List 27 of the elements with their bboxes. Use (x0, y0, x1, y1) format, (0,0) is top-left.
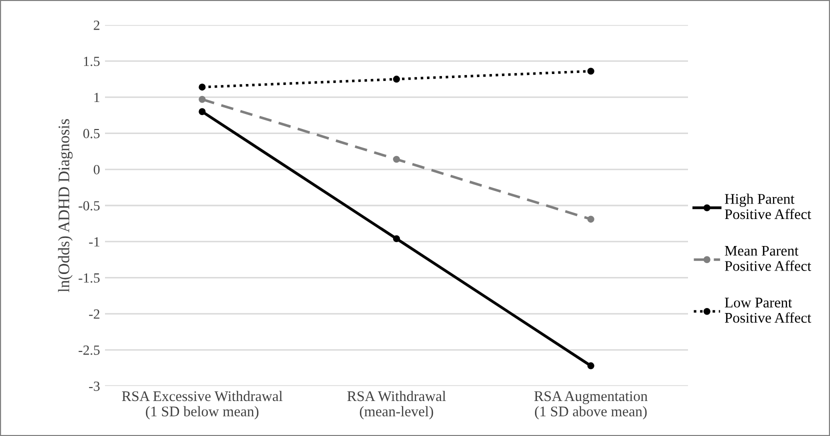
y-tick-label: 2 (94, 20, 100, 30)
y-tick-label: 1 (94, 92, 100, 102)
x-tick-label: RSA Excessive Withdrawal (1 SD below mean) (122, 390, 282, 420)
y-tick-label: -2 (89, 309, 100, 319)
point (587, 362, 594, 370)
legend-label: High Parent Positive Affect (724, 194, 812, 220)
point (393, 235, 400, 242)
y-tick-label: -3 (89, 382, 100, 391)
x-tick-label: RSA Withdrawal (mean-level) (347, 390, 446, 420)
point (393, 76, 400, 83)
y-tick-label: -1.5 (78, 273, 100, 283)
y-axis-title: ln(Odds) ADHD Diagnosis (58, 119, 73, 292)
point (587, 216, 594, 223)
y-tick-label: 0 (94, 164, 100, 174)
legend-label: Low Parent Positive Affect (724, 298, 812, 323)
point (198, 84, 206, 91)
point (198, 108, 206, 116)
y-tick-label: 1.5 (84, 56, 100, 66)
y-tick-label: -0.5 (78, 201, 100, 211)
point (198, 96, 206, 103)
legend-label: Mean Parent Positive Affect (724, 246, 812, 271)
y-tick-label: -1 (89, 237, 100, 246)
x-tick-label: RSA Augmentation (1 SD above mean) (534, 391, 648, 420)
y-tick-label: -2.5 (78, 346, 100, 355)
point (393, 156, 400, 163)
point (587, 68, 594, 75)
y-tick-label: 0.5 (83, 128, 100, 138)
